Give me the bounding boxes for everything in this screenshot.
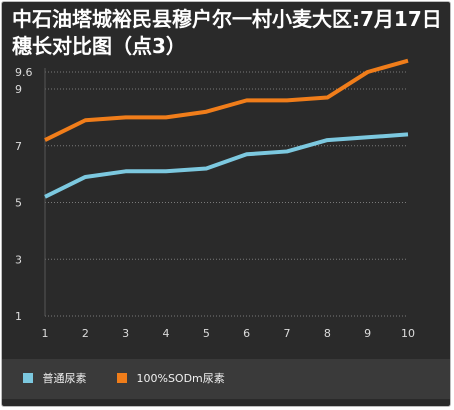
x-tick-label: 6 <box>243 327 250 340</box>
legend-swatch-regular-urea <box>23 373 33 383</box>
y-tick-label: 9.6 <box>15 66 33 79</box>
y-tick-label: 9 <box>15 83 22 96</box>
x-tick-label: 9 <box>364 327 371 340</box>
x-tick-label: 3 <box>122 327 129 340</box>
x-axis: 1 2 3 4 5 6 7 8 9 10 <box>42 327 416 340</box>
x-tick-label: 4 <box>163 327 170 340</box>
x-tick-label: 10 <box>401 327 415 340</box>
y-tick-label: 1 <box>15 310 22 323</box>
series-lines <box>44 58 409 199</box>
x-tick-label: 5 <box>203 327 210 340</box>
x-tick-label: 8 <box>324 327 331 340</box>
x-tick-label: 7 <box>284 327 291 340</box>
y-tick-label: 3 <box>15 253 22 266</box>
series-line-0 <box>44 132 409 199</box>
legend: 普通尿素 100%SODm尿素 <box>2 359 450 399</box>
legend-label-sodm-urea: 100%SODm尿素 <box>136 372 225 385</box>
y-axis: 1 3 5 7 9 9.6 <box>15 66 46 323</box>
line-chart: 1 3 5 7 9 9.6 1 2 3 4 5 6 7 8 9 10 <box>15 58 416 340</box>
legend-label-regular-urea: 普通尿素 <box>42 372 87 385</box>
y-tick-label: 7 <box>15 140 22 153</box>
series-line-1 <box>44 58 409 142</box>
x-tick-label: 2 <box>82 327 89 340</box>
x-tick-label: 1 <box>42 327 49 340</box>
gridlines <box>45 71 408 317</box>
y-tick-label: 5 <box>15 197 22 210</box>
legend-item-regular-urea: 普通尿素 <box>23 372 87 386</box>
chart-title: 中石油塔城裕民县穆户尔一村小麦大区:7月17日穗长对比图（点3） <box>12 7 442 58</box>
legend-item-sodm-urea: 100%SODm尿素 <box>117 372 225 386</box>
legend-swatch-sodm-urea <box>117 373 127 383</box>
